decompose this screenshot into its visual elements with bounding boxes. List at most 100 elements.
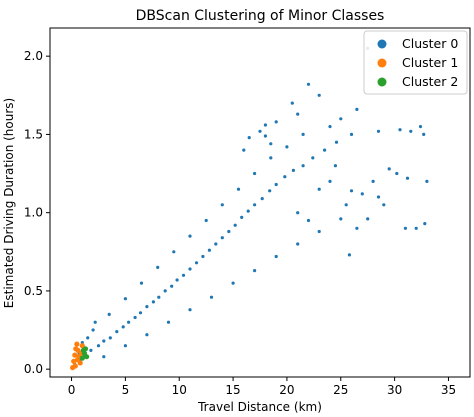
- point-cluster-0: [360, 192, 364, 196]
- point-cluster-0: [233, 223, 237, 227]
- point-cluster-0: [371, 179, 375, 183]
- point-cluster-0: [301, 164, 305, 168]
- point-cluster-0: [409, 129, 413, 133]
- legend-label-cluster-2: Cluster 2: [402, 74, 458, 89]
- point-cluster-0: [339, 217, 343, 221]
- point-cluster-0: [306, 218, 311, 223]
- point-cluster-0: [339, 117, 343, 121]
- point-cluster-0: [333, 164, 337, 168]
- point-cluster-0: [334, 140, 339, 144]
- point-cluster-2: [79, 355, 85, 361]
- point-cluster-0: [425, 179, 429, 183]
- x-tick-label: 20: [279, 383, 294, 397]
- point-cluster-0: [204, 218, 208, 223]
- point-cluster-0: [355, 107, 359, 111]
- point-cluster-0: [145, 333, 149, 337]
- point-cluster-0: [382, 203, 386, 207]
- point-cluster-0: [89, 348, 93, 352]
- point-cluster-0: [317, 229, 321, 234]
- point-cluster-0: [220, 203, 224, 207]
- x-tick-label: 0: [68, 383, 76, 397]
- x-tick-label: 35: [441, 383, 456, 397]
- point-cluster-0: [247, 136, 251, 140]
- point-cluster-0: [423, 222, 427, 226]
- point-cluster-0: [242, 148, 246, 152]
- point-cluster-0: [156, 265, 160, 269]
- legend-marker-cluster-1: [377, 58, 387, 68]
- point-cluster-0: [296, 211, 300, 215]
- y-axis-title: Estimated Driving Duration (hours): [2, 98, 16, 308]
- point-cluster-0: [376, 129, 381, 133]
- point-cluster-0: [414, 226, 418, 230]
- point-cluster-0: [347, 253, 351, 257]
- point-cluster-0: [317, 187, 321, 191]
- point-cluster-0: [263, 123, 267, 127]
- point-cluster-0: [236, 187, 241, 191]
- point-cluster-0: [170, 284, 174, 288]
- point-cluster-0: [209, 295, 214, 299]
- point-cluster-0: [231, 281, 235, 285]
- point-cluster-0: [253, 203, 257, 207]
- point-cluster-0: [188, 234, 192, 238]
- point-cluster-0: [291, 168, 295, 172]
- point-cluster-0: [123, 344, 127, 348]
- point-cluster-0: [306, 82, 311, 86]
- point-cluster-0: [201, 254, 205, 259]
- point-cluster-0: [258, 129, 262, 133]
- point-cluster-0: [283, 175, 287, 179]
- point-cluster-0: [349, 132, 354, 136]
- y-axis: 0.0 0.5 1.0 1.5 2.0: [24, 49, 50, 376]
- point-cluster-0: [96, 344, 101, 348]
- point-cluster-2: [80, 347, 86, 353]
- point-cluster-1: [72, 352, 78, 358]
- point-cluster-2: [84, 354, 90, 360]
- point-cluster-0: [163, 289, 167, 293]
- point-cluster-0: [317, 93, 321, 97]
- x-tick-label: 15: [225, 383, 240, 397]
- point-cluster-0: [166, 320, 171, 324]
- chart-title: DBScan Clustering of Minor Classes: [136, 8, 385, 24]
- point-cluster-0: [151, 300, 155, 304]
- point-cluster-0: [349, 189, 354, 193]
- point-cluster-0: [93, 320, 97, 324]
- point-cluster-0: [157, 295, 161, 299]
- point-cluster-0: [274, 254, 278, 259]
- point-cluster-0: [86, 336, 90, 340]
- point-cluster-0: [269, 142, 273, 146]
- point-cluster-0: [108, 336, 112, 340]
- point-cluster-0: [127, 320, 131, 324]
- point-cluster-0: [405, 176, 410, 180]
- point-cluster-0: [398, 128, 402, 132]
- point-cluster-0: [181, 273, 186, 277]
- y-tick-label: 2.0: [24, 49, 43, 63]
- point-cluster-0: [145, 305, 149, 309]
- point-cluster-0: [139, 281, 144, 285]
- point-cluster-0: [188, 267, 192, 271]
- point-cluster-0: [268, 189, 272, 193]
- y-tick-label: 0.5: [24, 284, 43, 298]
- point-cluster-0: [220, 236, 224, 240]
- point-cluster-0: [285, 145, 289, 149]
- point-cluster-0: [274, 120, 278, 124]
- point-cluster-0: [102, 355, 106, 359]
- point-cluster-0: [328, 125, 332, 129]
- point-cluster-0: [366, 217, 370, 221]
- point-cluster-0: [376, 195, 381, 199]
- point-cluster-0: [102, 339, 106, 343]
- y-tick-label: 0.0: [24, 362, 43, 376]
- point-cluster-0: [296, 242, 300, 246]
- y-tick-label: 1.5: [24, 127, 43, 141]
- point-cluster-0: [260, 197, 264, 201]
- point-cluster-0: [418, 125, 423, 129]
- point-cluster-0: [240, 215, 244, 219]
- point-cluster-0: [296, 112, 300, 116]
- point-cluster-0: [403, 226, 407, 230]
- point-cluster-0: [121, 325, 125, 329]
- legend: Cluster 0 Cluster 1 Cluster 2: [363, 30, 468, 95]
- point-cluster-0: [188, 308, 192, 312]
- plot-points: [70, 46, 429, 371]
- point-cluster-0: [387, 167, 391, 171]
- point-cluster-0: [246, 209, 250, 213]
- point-cluster-0: [395, 171, 399, 176]
